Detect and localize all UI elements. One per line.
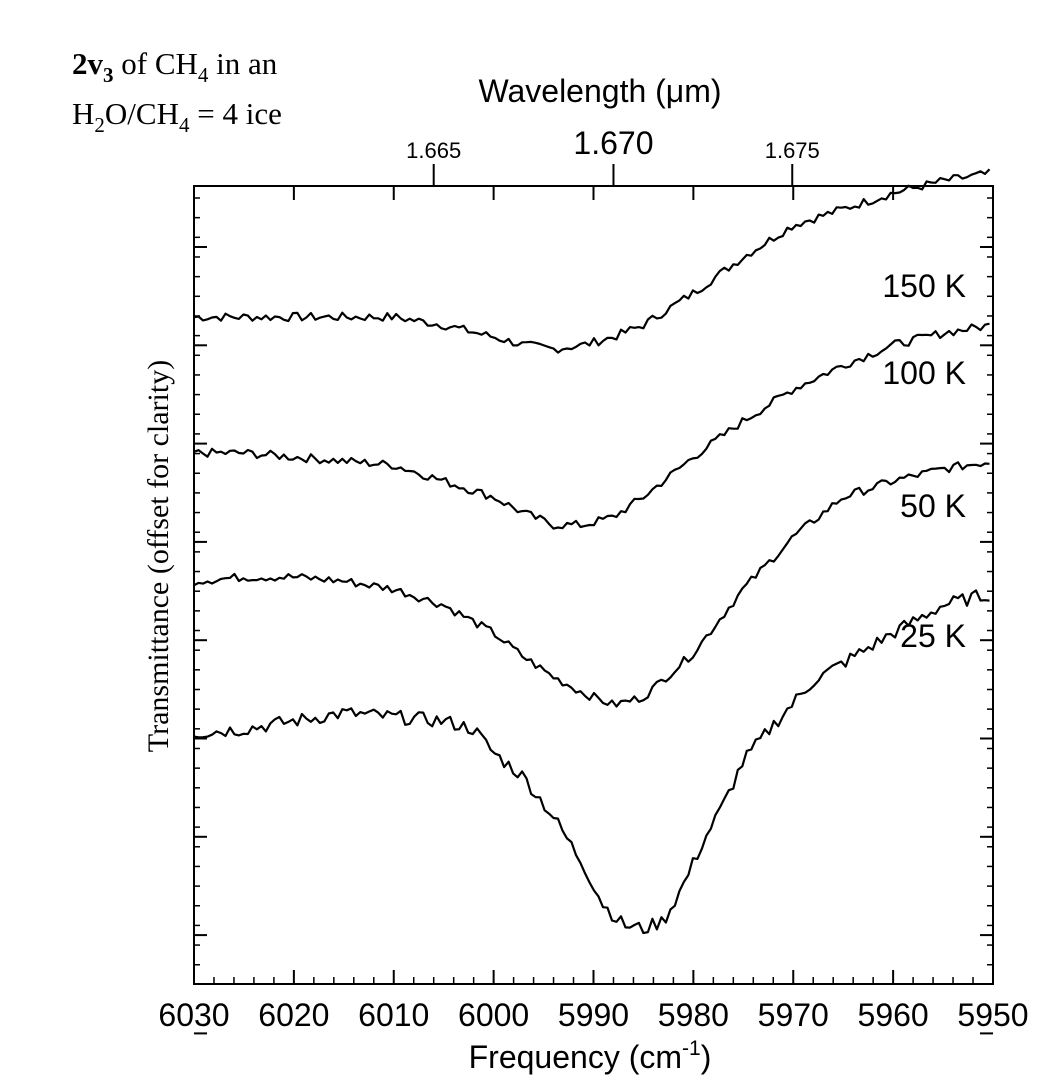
x-axis-label: Frequency (cm-1) [469,1037,712,1075]
figure-title-line1: 2v3 of CH4 in an [72,46,278,87]
series-line [193,168,991,354]
top-axis-label: Wavelength (μm) [478,73,721,109]
series-label: 100 K [882,355,966,391]
x-tick-label: 6000 [458,997,529,1033]
x-tick-label: 5960 [858,997,929,1033]
x-tick-labels: 6030 6020 6010 6000 5990 5980 5970 5960 5950 [158,997,1028,1033]
x-tick-label: 5980 [658,997,729,1033]
series-label: 150 K [882,268,966,304]
top-tick-label: 1.665 [406,138,461,163]
x-tick-label: 6030 [158,997,229,1033]
x-tick-label: 5970 [758,997,829,1033]
y-axis-label: Transmittance (offset for clarity) [142,360,175,752]
x-tick-label: 6010 [358,997,429,1033]
axis-ticks [193,164,994,1035]
series-labels: 150 K 100 K 50 K 25 K [882,268,966,654]
top-tick-label: 1.670 [573,125,653,161]
series-line [193,589,990,935]
series-line [193,322,990,530]
x-tick-label: 6020 [258,997,329,1033]
figure-title-line2: H2O/CH4 = 4 ice [72,96,282,137]
plot-frame [193,185,994,985]
top-tick-labels: 1.665 1.670 1.675 [406,125,820,163]
x-tick-label: 5990 [558,997,629,1033]
top-tick-label: 1.675 [765,138,820,163]
x-tick-label: 5950 [957,997,1028,1033]
series-label: 50 K [900,488,966,524]
series-lines [193,168,991,935]
series-line [193,461,990,708]
series-label: 25 K [900,618,966,654]
